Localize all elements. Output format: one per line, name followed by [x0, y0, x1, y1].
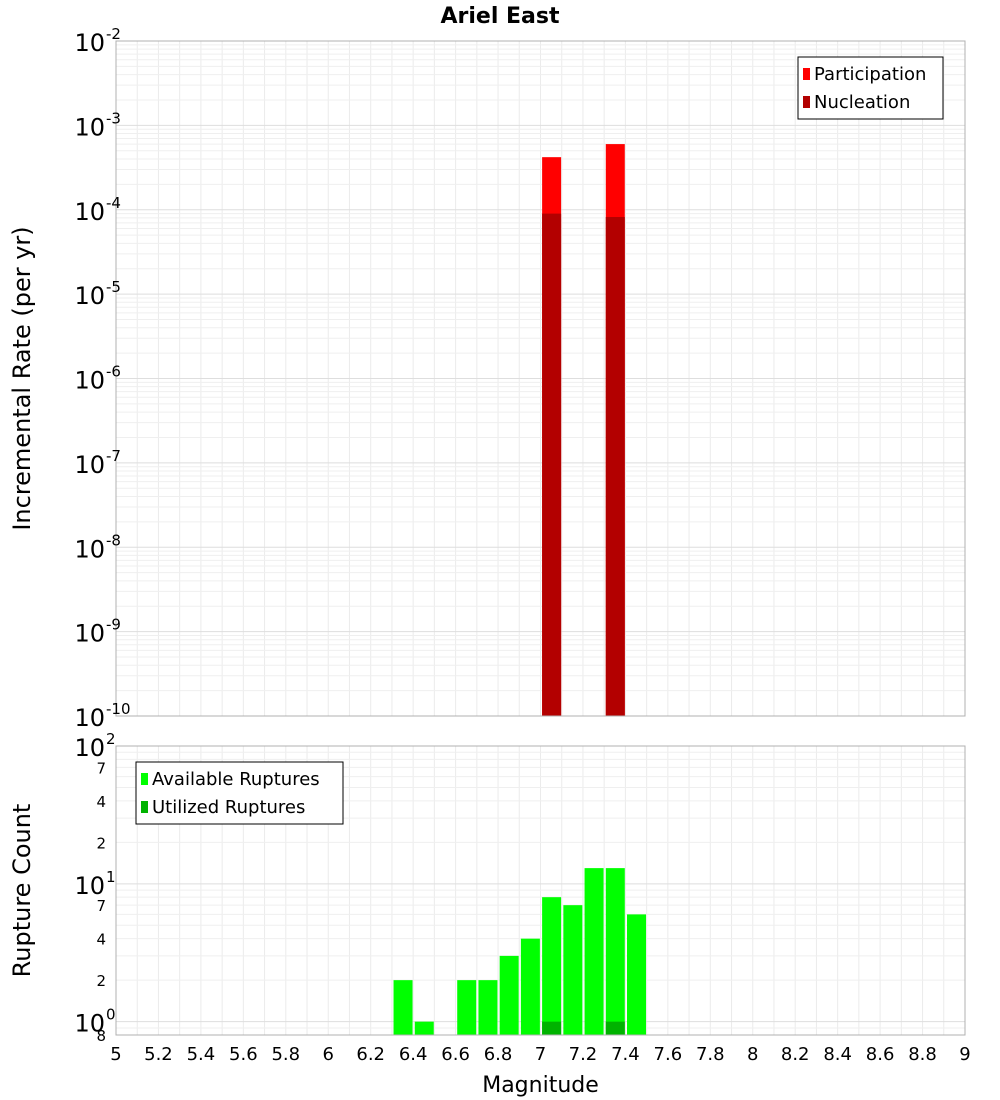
y-tick-label: 10 — [74, 620, 105, 648]
x-tick-label: 8.8 — [908, 1044, 937, 1065]
legend-box — [135, 761, 344, 825]
y-tick-exponent: -9 — [106, 616, 121, 634]
x-tick-label: 8.2 — [781, 1044, 810, 1065]
x-tick-label: 7.4 — [611, 1044, 640, 1065]
bar-available-ruptures — [605, 868, 625, 1035]
y-axis-label: Rupture Count — [8, 804, 36, 978]
bar-nucleation — [542, 213, 562, 717]
y-tick-exponent: -8 — [106, 531, 121, 549]
bar-utilized-ruptures — [542, 1021, 562, 1035]
x-tick-label: 5.8 — [271, 1044, 300, 1065]
y-tick-exponent: 1 — [106, 868, 116, 886]
x-tick-label: 6.2 — [356, 1044, 385, 1065]
y-tick-label: 10 — [74, 872, 105, 900]
bar-available-ruptures — [393, 980, 413, 1035]
y-tick-exponent: -3 — [106, 109, 121, 127]
legend-label: Utilized Ruptures — [152, 797, 305, 818]
x-tick-label: 7.8 — [696, 1044, 725, 1065]
legend-swatch — [141, 773, 148, 785]
x-tick-label: 7.6 — [654, 1044, 683, 1065]
y-tick-exponent: -7 — [106, 447, 121, 465]
y-tick-exponent: 2 — [106, 730, 116, 748]
x-tick-label: 8.6 — [866, 1044, 895, 1065]
legend-label: Nucleation — [814, 92, 910, 113]
x-tick-label: 5.6 — [229, 1044, 258, 1065]
bar-available-ruptures — [478, 980, 498, 1035]
chart-title: Ariel East — [440, 4, 560, 29]
x-tick-label: 5.4 — [187, 1044, 216, 1065]
bar-utilized-ruptures — [605, 1021, 625, 1035]
y-minor-tick-label: 8 — [96, 1027, 106, 1045]
y-tick-label: 10 — [74, 1010, 105, 1038]
x-tick-label: 6 — [323, 1044, 334, 1065]
legend-box — [797, 56, 944, 120]
y-minor-tick-label: 2 — [96, 834, 106, 852]
y-tick-label: 10 — [74, 734, 105, 762]
bar-available-ruptures — [520, 938, 540, 1035]
legend-swatch — [803, 96, 810, 108]
x-tick-label: 6.4 — [399, 1044, 428, 1065]
y-tick-label: 10 — [74, 282, 105, 310]
y-axis-label: Incremental Rate (per yr) — [8, 226, 36, 530]
bar-available-ruptures — [414, 1021, 434, 1035]
y-tick-label: 10 — [74, 198, 105, 226]
x-tick-label: 6.8 — [484, 1044, 513, 1065]
y-minor-tick-label: 7 — [96, 759, 106, 777]
x-tick-label: 7.2 — [569, 1044, 598, 1065]
legend-swatch — [803, 68, 810, 80]
y-tick-exponent: -10 — [106, 700, 131, 718]
x-tick-label: 9 — [959, 1044, 970, 1065]
plot-frame — [115, 745, 966, 1036]
y-minor-tick-label: 2 — [96, 972, 106, 990]
y-tick-exponent: 0 — [106, 1006, 116, 1024]
y-tick-label: 10 — [74, 29, 105, 57]
x-tick-label: 5.2 — [144, 1044, 173, 1065]
grid — [115, 41, 966, 717]
legend-swatch — [141, 801, 148, 813]
bar-available-ruptures — [542, 897, 562, 1035]
y-minor-tick-label: 4 — [96, 931, 106, 949]
y-tick-label: 10 — [74, 704, 105, 732]
x-tick-label: 8.4 — [823, 1044, 852, 1065]
plot-frame — [115, 40, 966, 717]
legend: Available Ruptures Utilized Ruptures — [135, 761, 344, 825]
y-tick-label: 10 — [74, 535, 105, 563]
bar-available-ruptures — [499, 955, 519, 1035]
y-tick-exponent: -6 — [106, 363, 121, 381]
y-tick-exponent: -5 — [106, 278, 121, 296]
legend-label: Participation — [814, 64, 926, 85]
bar-available-ruptures — [563, 905, 583, 1035]
x-tick-label: 7 — [535, 1044, 546, 1065]
y-tick-exponent: -4 — [106, 194, 121, 212]
bar-available-ruptures — [584, 868, 604, 1035]
x-tick-label: 5 — [110, 1044, 121, 1065]
legend: Participation Nucleation — [797, 56, 944, 120]
bar-available-ruptures — [457, 980, 477, 1035]
x-tick-label: 6.6 — [441, 1044, 470, 1065]
y-tick-label: 10 — [74, 451, 105, 479]
y-tick-exponent: -2 — [106, 25, 121, 43]
legend-label: Available Ruptures — [152, 769, 320, 790]
bar-nucleation — [605, 217, 625, 716]
y-tick-label: 10 — [74, 113, 105, 141]
x-axis-label: Magnitude — [482, 1073, 599, 1098]
x-tick-label: 8 — [747, 1044, 758, 1065]
y-minor-tick-label: 7 — [96, 897, 106, 915]
y-tick-label: 10 — [74, 367, 105, 395]
y-minor-tick-label: 4 — [96, 793, 106, 811]
bar-available-ruptures — [627, 914, 647, 1035]
